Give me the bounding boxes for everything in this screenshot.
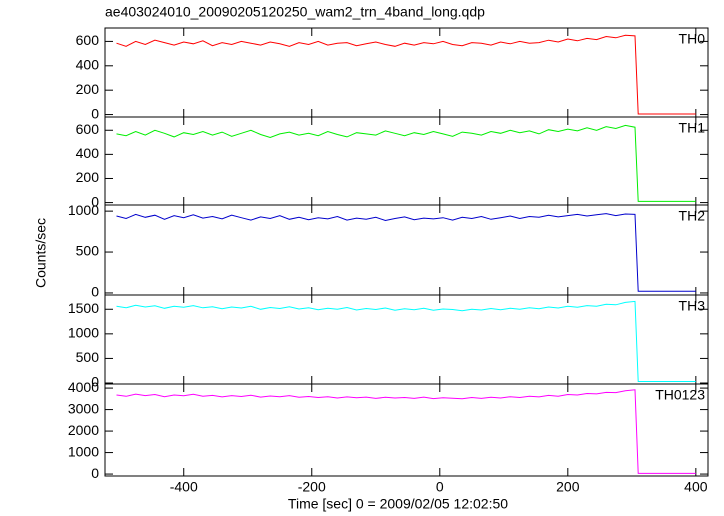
y-tick-label: 3000 — [68, 400, 99, 416]
y-tick-label: 1000 — [68, 325, 99, 341]
series-label: TH1 — [679, 120, 706, 136]
y-tick-label: 1000 — [68, 443, 99, 459]
y-tick-label: 0 — [91, 193, 99, 209]
y-tick-label: 2000 — [68, 422, 99, 438]
panel-frame — [104, 294, 709, 385]
data-line — [116, 213, 696, 292]
data-line — [116, 34, 696, 115]
y-tick-label: 0 — [91, 465, 99, 481]
panel-frame — [104, 116, 709, 206]
x-axis-label: Time [sec] 0 = 2009/02/05 12:02:50 — [288, 496, 508, 512]
y-tick-label: 400 — [76, 56, 100, 72]
series-label: TH0 — [679, 31, 706, 47]
x-tick-label: -200 — [298, 479, 326, 495]
x-tick-label: 0 — [436, 479, 444, 495]
data-line — [116, 300, 696, 382]
y-tick-label: 600 — [76, 32, 100, 48]
y-tick-label: 1500 — [68, 300, 99, 316]
panel-frame — [104, 204, 709, 296]
x-tick-label: 400 — [684, 479, 708, 495]
y-tick-label: 400 — [76, 145, 100, 161]
panel-frame — [104, 27, 709, 118]
y-tick-label: 200 — [76, 169, 100, 185]
y-tick-label: 500 — [76, 243, 100, 259]
y-axis-label: Counts/sec — [33, 218, 49, 288]
x-tick-label: -400 — [170, 479, 198, 495]
series-label: TH2 — [679, 208, 706, 224]
y-tick-label: 1000 — [68, 202, 99, 218]
y-tick-label: 600 — [76, 121, 100, 137]
y-tick-label: 500 — [76, 349, 100, 365]
x-tick-label: 200 — [556, 479, 580, 495]
y-tick-label: 0 — [91, 284, 99, 300]
chart-title: ae403024010_20090205120250_wam2_trn_4ban… — [105, 4, 485, 20]
panel-frame — [104, 383, 709, 477]
y-tick-label: 0 — [91, 374, 99, 390]
y-tick-label: 0 — [91, 105, 99, 121]
y-tick-label: 200 — [76, 81, 100, 97]
data-line — [116, 389, 696, 474]
series-label: TH0123 — [655, 387, 705, 403]
y-tick-label: 4000 — [68, 379, 99, 395]
series-label: TH3 — [679, 298, 706, 314]
data-line — [116, 124, 696, 202]
